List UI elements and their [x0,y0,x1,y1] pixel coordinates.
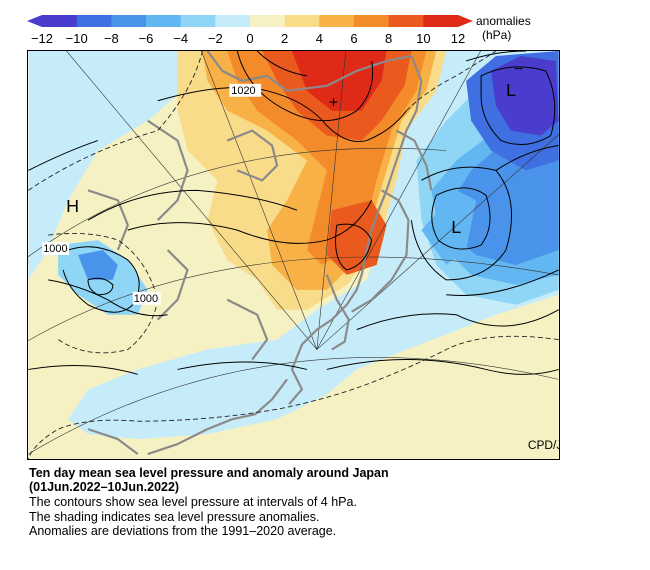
colorbar-swatch [250,15,286,27]
colorbar-title: anomalies [476,14,531,28]
graticule-meridian [201,51,318,350]
graticule-arc [28,357,559,455]
colorbar-tick-labels: −12 −10 −8 −6 −4 −2 0 2 4 6 8 10 12 [31,31,465,46]
colorbar-tick-label: −4 [173,31,188,46]
contour-label-box [132,291,161,305]
graticule-meridian [66,51,318,350]
colorbar-tick-label: 0 [246,31,253,46]
anomaly-colorbar: −12 −10 −8 −6 −4 −2 0 2 4 6 8 10 12 anomalies (hPa) [27,14,531,46]
graticule-meridian [316,51,347,350]
colorbar-tick-label: −6 [139,31,154,46]
contour-label-box [229,83,262,97]
colorbar-tick-label: −8 [104,31,119,46]
colorbar-tick-label: 4 [316,31,323,46]
colorbar-swatch [42,15,78,27]
colorbar-swatch [284,15,320,27]
low-pressure-symbol-north: L [506,80,516,100]
graticule-meridian [316,51,481,350]
pressure-anomaly-map: H L L + − 1020 1000 1000 CPD/JMA [27,50,560,460]
colorbar-swatch [146,15,182,27]
contour-labels: 1020 1000 1000 [42,83,262,305]
colorbar-swatch [180,15,216,27]
colorbar-swatches [42,15,459,27]
high-pressure-symbol: H [66,196,79,216]
anomaly-area-deep-red [292,51,387,111]
colorbar-swatch [111,15,147,27]
caption-contours-note: The contours show sea level pressure at … [29,495,357,509]
colorbar-swatch [388,15,424,27]
coastlines [87,51,433,456]
credit-label: CPD/JMA [528,438,560,452]
graticule-arc [28,256,559,342]
graticule-arc [28,147,447,258]
map-graticule [28,51,559,455]
pressure-symbols: H L L + − [66,61,523,237]
caption-title: Ten day mean sea level pressure and anom… [29,466,389,480]
colorbar-swatch [76,15,112,27]
colorbar-unit: (hPa) [482,28,511,42]
colorbar-right-arrow [458,15,473,27]
colorbar-tick-label: −10 [66,31,88,46]
anomaly-min-marker: − [514,61,523,78]
colorbar-swatch [215,15,251,27]
low-pressure-symbol-east: L [451,217,461,237]
caption-shading-note: The shading indicates sea level pressure… [29,510,320,524]
colorbar-tick-label: 8 [385,31,392,46]
colorbar-tick-label: 2 [281,31,288,46]
caption-baseline-note: Anomalies are deviations from the 1991–2… [29,524,337,538]
colorbar-tick-label: 12 [451,31,465,46]
colorbar-tick-label: 6 [350,31,357,46]
colorbar-tick-label: 10 [416,31,430,46]
anomaly-area-blue-west-core [78,250,118,280]
anomaly-area-light-blue [28,51,203,280]
colorbar-swatch [423,15,459,27]
graticule-meridian [316,133,559,350]
contour-label-1020: 1020 [231,85,255,97]
contour-label-1000-south: 1000 [134,293,158,305]
isobar-contours [28,51,559,375]
contour-label-box [42,242,70,255]
colorbar-tick-label: −12 [31,31,53,46]
caption-period: (01Jun.2022–10Jun.2022) [29,480,180,494]
colorbar-swatch [319,15,355,27]
colorbar-swatch [354,15,390,27]
anomaly-area-ocean-darkest-blue [491,55,559,136]
anomaly-max-marker: + [329,95,338,112]
colorbar-left-arrow [27,15,42,27]
colorbar-tick-label: −2 [208,31,223,46]
anomaly-area-red-south [326,200,387,275]
contour-label-1000-west: 1000 [43,243,67,255]
anomaly-area-ocean-mid-blue-2 [421,190,477,265]
